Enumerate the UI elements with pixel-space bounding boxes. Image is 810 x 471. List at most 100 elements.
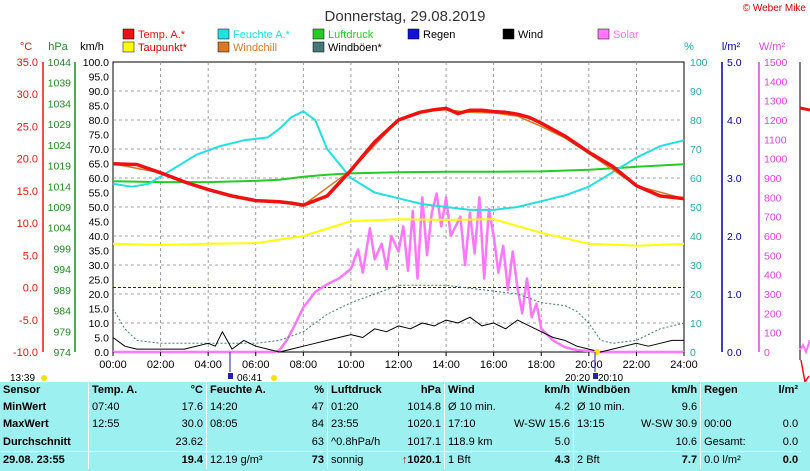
legend-swatch <box>217 41 230 53</box>
y-tick-solar: 200 <box>764 308 782 320</box>
axis-units: °C hPa km/h% l/m² W/m² <box>20 41 786 53</box>
stats-row-min: MinWert 07:40 17.6 14:20 47 01:20 1014.8… <box>0 399 801 417</box>
stats-table: Sensor Temp. A. °C Feuchte A. % Luftdruc… <box>0 382 802 469</box>
fragment-line <box>800 359 810 382</box>
time-markers: 13:39 06:41 20:20 20:10 <box>10 349 623 382</box>
y-tick-pressure: 984 <box>53 306 71 318</box>
y-tick-humidity: 100 <box>690 57 708 69</box>
y-tick-temp: 25.0 <box>17 121 38 133</box>
marker-label: 20:20 <box>565 373 590 382</box>
rain-total: 0.0 l/m² <box>700 450 766 469</box>
legend-label: Taupunkt* <box>138 42 188 54</box>
y-tick-pressure: 989 <box>53 285 71 297</box>
y-tick-humidity: 60 <box>690 173 702 185</box>
chart-series <box>112 106 685 354</box>
legend-label: Windchill <box>233 42 277 54</box>
y-tick-temp: 5.0 <box>23 250 38 262</box>
series-taupunkt <box>112 218 685 247</box>
y-tick-wind: 100.0 <box>83 57 109 69</box>
gust-label: Ø 10 min. <box>573 399 639 417</box>
unit-rain: l/m² <box>722 41 741 53</box>
rain-value: 0.0 <box>765 450 802 469</box>
rain-value <box>765 399 801 416</box>
header-humidity-unit: % <box>314 384 324 397</box>
header-temp-unit: °C <box>190 384 203 397</box>
y-tick-solar: 1300 <box>764 96 788 108</box>
rain-time: 00:00 <box>700 416 766 434</box>
y-tick-wind: 0.0 <box>94 347 109 359</box>
pressure-trend-arrow-icon: ↑ <box>401 453 408 466</box>
y-tick-wind: 30.0 <box>89 260 110 272</box>
y-tick-humidity: 0 <box>690 347 696 359</box>
y-tick-solar: 500 <box>764 250 782 262</box>
x-tick-label: 08:00 <box>290 359 318 371</box>
chart-grid <box>112 61 685 353</box>
x-tick-label: 04:00 <box>194 359 222 371</box>
moon-icon <box>593 373 598 379</box>
y-tick-pressure: 999 <box>53 243 71 255</box>
y-tick-rain: 5.0 <box>727 57 742 69</box>
copyright-text: © Weber Mike <box>742 3 806 14</box>
y-tick-humidity: 50 <box>690 202 702 214</box>
temp-time <box>88 450 150 469</box>
sun-icon <box>271 375 277 381</box>
y-tick-rain: 3.0 <box>727 173 742 185</box>
x-tick-label: 22:00 <box>623 359 651 371</box>
wind-distance: 118.9 km <box>444 433 511 452</box>
rain-label <box>700 399 766 417</box>
y-tick-wind: 90.0 <box>89 86 110 98</box>
y-tick-humidity: 30 <box>690 260 702 272</box>
pressure-value: 1020.1 <box>407 418 441 431</box>
legend-swatch <box>217 28 230 40</box>
fragment-temp-line <box>799 106 810 112</box>
y-tick-wind: 85.0 <box>89 101 110 113</box>
y-tick-wind: 35.0 <box>89 246 110 258</box>
temp-value: 30.0 <box>181 418 203 431</box>
rain-value: 0.0 <box>782 418 799 431</box>
y-tick-rain: 4.0 <box>727 115 742 127</box>
gust-value: 7.7 <box>638 450 701 469</box>
unit-humidity: % <box>684 41 694 53</box>
y-tick-pressure: 1034 <box>48 98 72 110</box>
legend-label: Regen <box>423 29 455 41</box>
row-label: MinWert <box>3 401 47 414</box>
y-tick-wind: 95.0 <box>89 72 110 84</box>
y-tick-solar: 800 <box>764 192 782 204</box>
series-wind <box>112 316 684 353</box>
y-tick-solar: 400 <box>764 270 782 282</box>
humidity-value: 84 <box>311 418 324 431</box>
pressure-value: 1014.8 <box>407 401 441 414</box>
header-wind: Wind <box>444 382 511 400</box>
series-feuchte-a <box>112 110 685 211</box>
header-gusts: Windböen <box>573 382 639 400</box>
y-tick-wind: 15.0 <box>89 304 110 316</box>
humidity-value: 73 <box>276 450 328 469</box>
moon-icon <box>228 373 233 379</box>
legend: Temp. A.* Feuchte A.* Luftdruck Regen Wind So… <box>122 28 639 54</box>
humidity-time: 08:05 <box>206 416 276 434</box>
row-label: Durchschnitt <box>3 435 71 448</box>
rain-value: 0.0 <box>782 435 799 448</box>
temp-value: 23.62 <box>175 435 203 448</box>
y-tick-pressure: 994 <box>53 264 71 276</box>
humidity-value: 63 <box>311 435 324 448</box>
y-tick-temp: -5.0 <box>19 315 38 327</box>
right-edge-fragment <box>799 62 810 382</box>
pressure-trend: ^0.8hPa/h <box>327 433 390 452</box>
y-tick-wind: 70.0 <box>89 144 110 156</box>
series-temp-a <box>112 106 685 207</box>
pressure-value: 1020.1 <box>407 453 441 466</box>
unit-pressure: hPa <box>48 41 68 53</box>
temp-time: 12:55 <box>88 416 150 434</box>
sun-icon <box>41 375 47 381</box>
header-rain-unit: l/m² <box>778 384 799 397</box>
absolute-humidity: 12.19 g/m³ <box>206 450 276 469</box>
unit-solar: W/m² <box>759 41 786 53</box>
temp-value: 19.4 <box>150 450 207 469</box>
y-tick-solar: 700 <box>764 212 782 224</box>
wind-value: 5.0 <box>554 435 571 448</box>
x-tick-label: 02:00 <box>147 359 175 371</box>
gust-beaufort: 2 Bft <box>573 450 639 469</box>
unit-wind: km/h <box>80 41 104 53</box>
row-label: MaxWert <box>3 418 49 431</box>
